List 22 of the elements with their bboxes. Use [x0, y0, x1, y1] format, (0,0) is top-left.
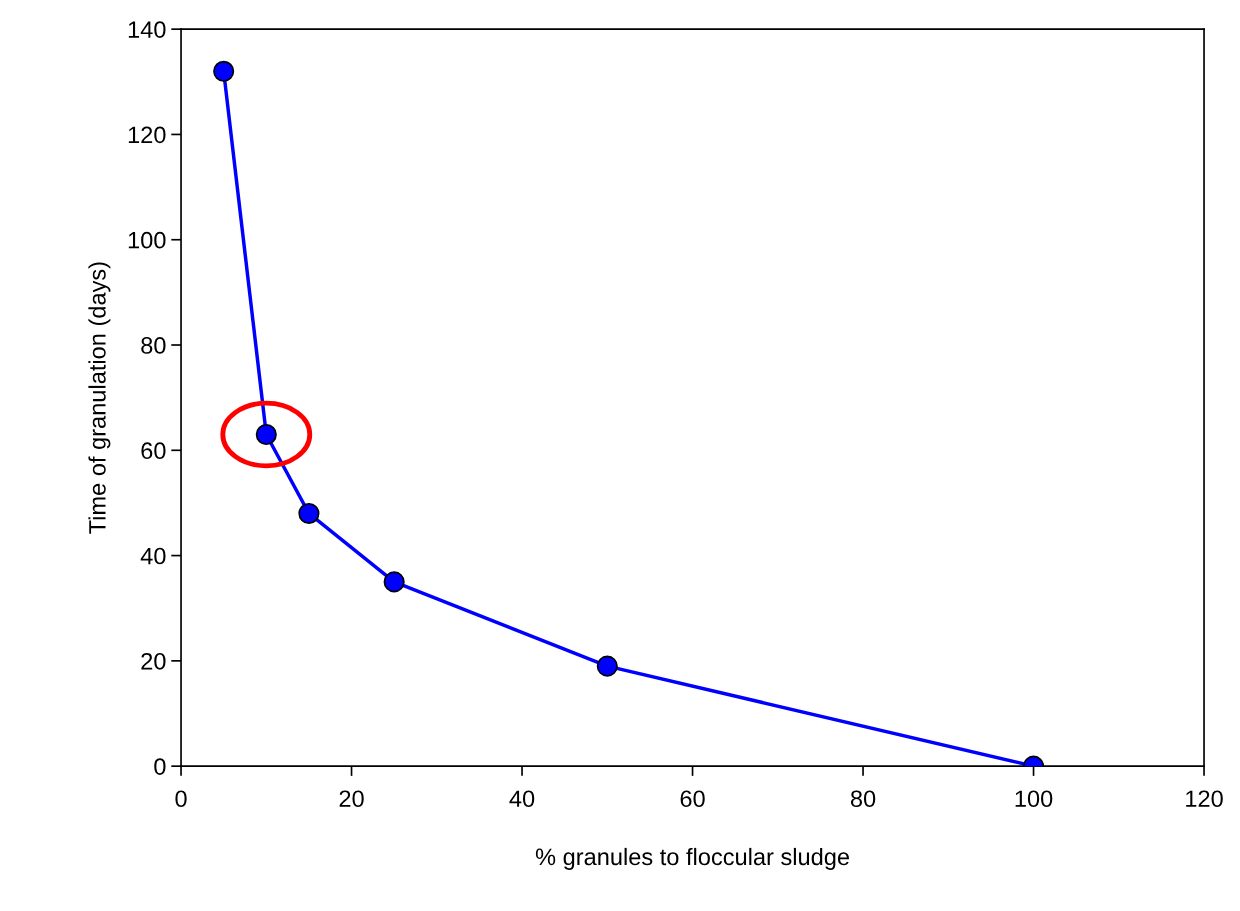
y-tick-label: 0 [154, 758, 166, 775]
y-tick-label: 120 [128, 126, 166, 144]
point [255, 423, 277, 446]
y-tick-label: 80 [141, 337, 166, 354]
point [383, 571, 405, 593]
x-tick-label: 40 [509, 790, 535, 808]
point [596, 655, 618, 677]
x-tick-label: 60 [680, 790, 705, 808]
x-tick-label: 80 [850, 790, 876, 808]
y-tick-label: 40 [140, 547, 166, 565]
y-tick-label: 60 [141, 442, 166, 460]
y-tick-label: 140 [128, 21, 166, 38]
x-axis-title: % granules to floccular sludge [535, 847, 849, 870]
y-axis-title: Time of granulation (days) [88, 262, 111, 534]
x-tick-label: 0 [175, 790, 187, 808]
point [213, 60, 235, 82]
point [298, 502, 320, 525]
x-tick-label: 120 [1186, 790, 1223, 808]
y-tick-label: 100 [128, 231, 166, 249]
x-tick-label: 20 [339, 790, 364, 808]
y-tick-label: 20 [141, 652, 166, 670]
x-tick-label: 100 [1015, 790, 1053, 808]
